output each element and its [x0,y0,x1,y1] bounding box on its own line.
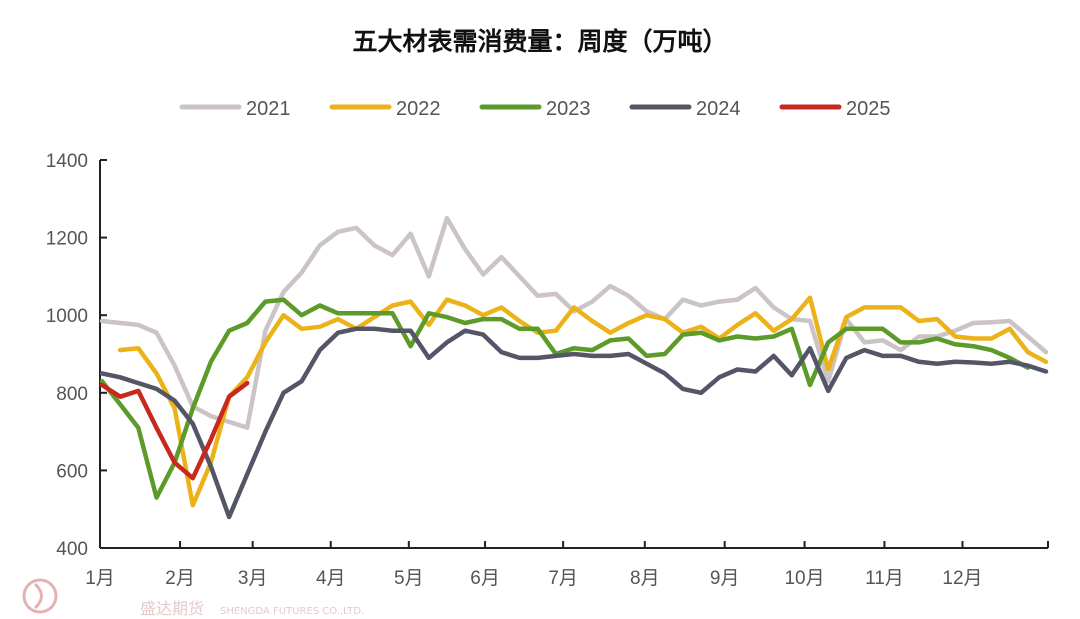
x-tick-label: 9月 [710,568,740,589]
watermark-text: 盛达期货 [140,599,204,618]
x-tick-label: 10月 [784,568,824,589]
y-tick-label: 1400 [46,151,88,172]
legend-item-2022: 2022 [329,98,441,120]
x-tick-label: 12月 [942,568,982,589]
x-tick-label: 2月 [165,568,195,589]
legend-label: 2021 [246,98,291,120]
legend-label: 2024 [696,98,741,120]
legend-label: 2023 [546,98,591,120]
watermark-logo: 盛达期货 SHENGDA FUTURES CO.,LTD. [22,578,364,618]
x-tick-label: 11月 [865,568,904,589]
y-tick-label: 600 [56,461,88,482]
legend-item-2025: 2025 [779,98,891,120]
y-tick-label: 1200 [46,229,88,250]
x-tick-label: 1月 [85,568,115,589]
x-tick-label: 6月 [470,568,500,589]
y-tick-label: 400 [56,539,88,560]
series-line-2025 [99,380,250,481]
series-line-2022 [117,295,1049,508]
legend-item-2023: 2023 [479,98,591,120]
legend-label: 2022 [396,98,441,120]
y-tick-label: 800 [56,384,88,405]
x-tick-label: 7月 [548,568,578,589]
legend-label: 2025 [846,98,891,120]
x-tick-label: 3月 [238,568,268,589]
x-tick-label: 4月 [316,568,346,589]
y-tick-label: 1000 [46,306,88,327]
legend-item-2024: 2024 [629,98,741,120]
chart-title: 五大材表需消费量：周度（万吨） [352,27,728,56]
x-tick-label: 8月 [630,568,660,589]
watermark-subtext: SHENGDA FUTURES CO.,LTD. [220,606,364,617]
series-line-2023 [99,297,1031,500]
series-line-2021 [99,215,1049,430]
legend-item-2021: 2021 [179,98,291,120]
x-tick-label: 5月 [394,568,424,589]
series-line-2024 [99,326,1049,520]
